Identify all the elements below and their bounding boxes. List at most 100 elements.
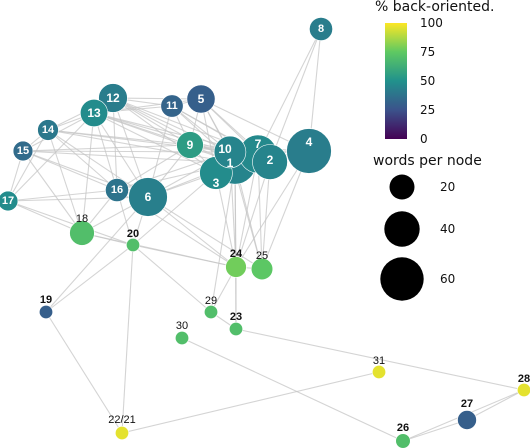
node-15: [12, 140, 34, 162]
node-6: [128, 177, 168, 217]
color-legend-ticks: 100 75 50 25 0: [420, 16, 443, 146]
color-tick-50: 50: [420, 74, 435, 88]
node-26: [395, 433, 411, 448]
node-label-3: 3: [213, 176, 220, 190]
node-24: [225, 256, 247, 278]
edge-6-25: [147, 196, 263, 270]
node-30: [175, 330, 190, 345]
edge-20-22-21: [121, 244, 134, 434]
node-label-17: 17: [2, 195, 14, 207]
node-12: [98, 83, 128, 113]
node-31: [371, 364, 386, 379]
node-label-20: 20: [127, 228, 139, 240]
edge-3-20: [132, 172, 217, 246]
node-14: [37, 119, 59, 141]
size-legend-label-20: 20: [440, 180, 455, 194]
edge-19-22-21: [45, 311, 123, 434]
node-25: [250, 257, 274, 281]
node-22-21: [115, 425, 130, 440]
node-9: [176, 131, 204, 159]
node-label-1: 1: [227, 156, 234, 170]
node-23: [229, 321, 244, 336]
node-label-23: 23: [230, 311, 242, 323]
edge-13-1: [93, 112, 236, 164]
node-8: [309, 17, 333, 41]
edge-15-18: [22, 150, 83, 234]
edge-4-24: [235, 150, 310, 268]
size-legend-label-60: 60: [440, 272, 455, 286]
color-legend-bar: [385, 23, 407, 139]
edge-2-25: [261, 161, 271, 270]
node-label-30: 30: [176, 320, 188, 332]
node-label-12: 12: [106, 91, 120, 105]
edge-27-26: [402, 419, 468, 442]
node-label-24: 24: [230, 248, 243, 260]
size-legend-circle-40: [384, 211, 420, 247]
node-17: [0, 190, 19, 212]
edge-15-9: [22, 144, 191, 152]
node-label-11: 11: [166, 100, 178, 112]
node-label-22-21: 22/21: [108, 414, 136, 426]
edge-31-22-21: [121, 371, 380, 434]
edge-14-17: [7, 129, 49, 202]
node-label-7: 7: [255, 137, 262, 151]
edge-12-10: [112, 97, 231, 153]
node-4: [286, 128, 332, 174]
node-20: [126, 238, 141, 253]
node-5: [186, 84, 216, 114]
node-label-4: 4: [306, 135, 313, 149]
edge-30-26: [181, 337, 404, 442]
node-27: [457, 410, 477, 430]
edge-15-1: [22, 150, 236, 164]
edge-19-6: [45, 196, 149, 313]
color-tick-0: 0: [420, 132, 428, 146]
color-tick-25: 25: [420, 103, 435, 117]
edge-29-20: [132, 244, 212, 313]
node-label-8: 8: [318, 23, 324, 35]
edge-13-18: [81, 112, 95, 234]
color-tick-100: 100: [420, 16, 443, 30]
edge-8-2: [269, 28, 322, 163]
node-label-27: 27: [461, 398, 473, 410]
node-label-10: 10: [218, 142, 232, 156]
node-label-31: 31: [373, 355, 385, 367]
size-legend-circle-60: [380, 257, 424, 301]
node-28: [517, 383, 530, 397]
edge-12-16: [112, 97, 118, 191]
node-label-6: 6: [145, 190, 152, 204]
node-label-14: 14: [42, 124, 55, 136]
node-label-2: 2: [267, 153, 274, 167]
color-legend-title: % back-oriented.: [375, 0, 494, 15]
node-16: [105, 178, 129, 202]
node-label-25: 25: [256, 250, 268, 262]
node-11: [160, 94, 184, 118]
node-13: [80, 99, 109, 128]
edge-2-24: [235, 161, 271, 268]
edge-15-6: [22, 150, 149, 198]
node-label-5: 5: [198, 92, 205, 106]
edge-17-18: [7, 200, 83, 234]
edge-28-27: [466, 389, 525, 421]
edge-14-18: [47, 129, 83, 234]
size-legend-label-40: 40: [440, 222, 455, 236]
edge-13-17: [7, 112, 95, 202]
node-2: [252, 144, 288, 180]
edge-16-17: [7, 189, 118, 202]
node-label-13: 13: [87, 106, 101, 120]
size-legend-title: words per node: [373, 153, 482, 169]
edge-8-7: [257, 28, 322, 155]
node-label-19: 19: [40, 294, 52, 306]
color-tick-75: 75: [420, 45, 435, 59]
node-10: [213, 135, 247, 169]
edge-9-16: [116, 144, 191, 191]
node-label-18: 18: [76, 213, 88, 225]
color-legend: % back-oriented. 100 75 50 25 0: [375, 0, 494, 146]
node-label-28: 28: [518, 373, 530, 385]
edge-20-19: [45, 244, 134, 313]
node-label-15: 15: [17, 145, 29, 157]
node-19: [38, 304, 53, 319]
size-legend-circle-20: [389, 174, 415, 200]
node-label-9: 9: [187, 138, 194, 152]
